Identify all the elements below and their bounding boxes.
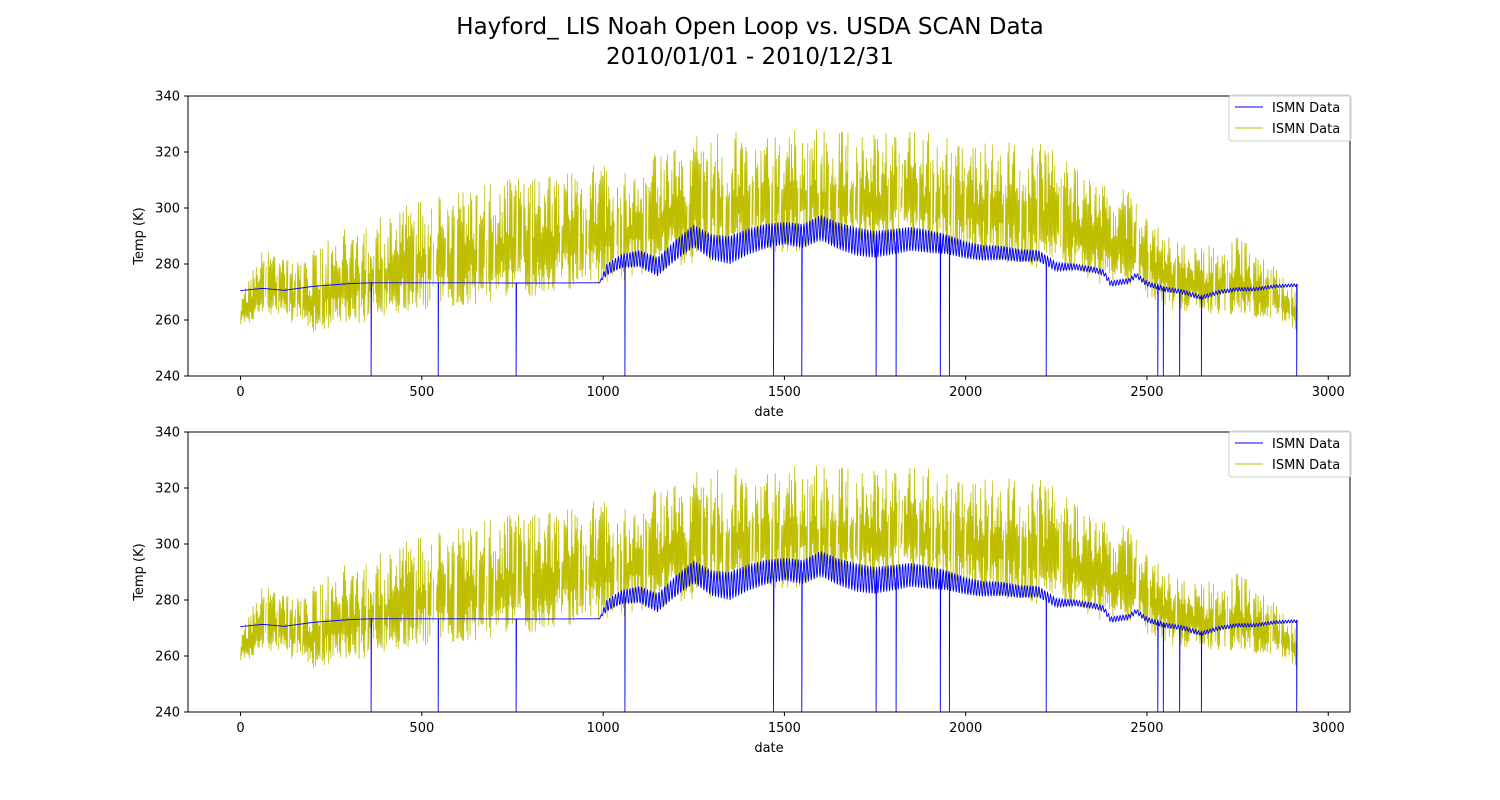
x-tick-label: 2000 bbox=[949, 721, 982, 736]
x-tick-label: 1500 bbox=[768, 721, 801, 736]
x-tick-label: 1500 bbox=[768, 385, 801, 400]
chart-panel-2: 0 500 1000 1500 2000 2500 3000 240 260 280 300 320 3… bbox=[132, 426, 1352, 756]
legend-label-1: ISMN Data bbox=[1272, 437, 1340, 452]
figure-title: Hayford_ LIS Noah Open Loop vs. USDA SCA… bbox=[0, 12, 1500, 72]
y-tick-label: 260 bbox=[155, 650, 180, 665]
x-tick-label: 0 bbox=[236, 721, 244, 736]
legend-label-2: ISMN Data bbox=[1272, 122, 1340, 137]
x-tick-label: 0 bbox=[236, 385, 244, 400]
y-axis-label: Temp (K) bbox=[132, 543, 147, 601]
y-tick-label: 300 bbox=[155, 202, 180, 217]
x-tick-label: 2000 bbox=[949, 385, 982, 400]
series-line-ismn-blue bbox=[240, 215, 1298, 376]
y-tick-label: 280 bbox=[155, 258, 180, 273]
x-axis-label: date bbox=[754, 405, 783, 420]
series-line-ismn-blue bbox=[240, 551, 1298, 712]
legend: ISMN Data ISMN Data bbox=[1228, 94, 1352, 142]
chart-panel-1: 0 500 1000 1500 2000 2500 3000 240 260 280 300 320 3… bbox=[132, 90, 1352, 420]
plot-area bbox=[240, 465, 1298, 712]
x-tick-label: 500 bbox=[409, 721, 434, 736]
y-tick-label: 240 bbox=[155, 706, 180, 721]
y-tick-label: 260 bbox=[155, 314, 180, 329]
y-tick-label: 300 bbox=[155, 538, 180, 553]
legend-label-1: ISMN Data bbox=[1272, 101, 1340, 116]
x-axis-label: date bbox=[754, 741, 783, 756]
y-tick-label: 240 bbox=[155, 370, 180, 385]
x-tick-label: 1000 bbox=[587, 721, 620, 736]
axes-frame bbox=[187, 95, 1351, 377]
x-tick-label: 1000 bbox=[587, 385, 620, 400]
axes-frame bbox=[187, 431, 1351, 713]
x-tick-label: 3000 bbox=[1312, 385, 1345, 400]
x-tick-label: 3000 bbox=[1312, 721, 1345, 736]
x-tick-label: 2500 bbox=[1130, 721, 1163, 736]
y-axis-label: Temp (K) bbox=[132, 207, 147, 265]
y-tick-label: 280 bbox=[155, 594, 180, 609]
legend-label-2: ISMN Data bbox=[1272, 458, 1340, 473]
plot-area bbox=[240, 129, 1298, 376]
figure-title-line-2: 2010/01/01 - 2010/12/31 bbox=[605, 44, 895, 70]
x-tick-label: 500 bbox=[409, 385, 434, 400]
y-tick-label: 340 bbox=[155, 90, 180, 105]
figure-title-line-1: Hayford_ LIS Noah Open Loop vs. USDA SCA… bbox=[456, 14, 1044, 40]
legend: ISMN Data ISMN Data bbox=[1228, 430, 1352, 478]
y-tick-label: 340 bbox=[155, 426, 180, 441]
y-tick-label: 320 bbox=[155, 146, 180, 161]
y-tick-label: 320 bbox=[155, 482, 180, 497]
x-tick-label: 2500 bbox=[1130, 385, 1163, 400]
